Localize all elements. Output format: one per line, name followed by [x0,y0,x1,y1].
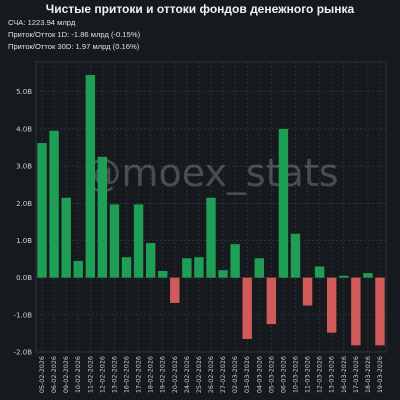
x-tick-label: 04-03-2026 [255,356,263,393]
bar-inflow [97,156,108,278]
x-tick-label: 16-02-2026 [123,356,131,393]
bar-outflow [170,277,180,303]
bar-inflow [339,275,349,278]
bar-inflow [37,143,47,278]
watermark: @moex_stats [83,151,338,195]
bar-inflow [145,243,156,278]
x-tick-label: 17-03-2026 [352,356,360,393]
bar-inflow [85,75,96,278]
x-tick-label: 18-02-2026 [147,356,155,393]
bar-inflow [158,270,168,278]
y-tick-label: -2.0B [14,349,33,357]
x-tick-label: 25-02-2026 [195,356,203,393]
y-tick-label: 2.0B [16,200,32,208]
x-tick-label: 19-02-2026 [159,356,167,393]
bar-outflow [375,277,385,346]
bar-inflow [133,204,144,278]
bar-inflow [73,260,83,278]
x-tick-label: 13-03-2026 [328,356,336,393]
x-tick-label: 12-02-2026 [98,356,106,393]
bar-inflow [218,270,228,278]
y-tick-label: 0.0B [16,274,32,282]
bar-inflow [121,257,132,278]
bar-inflow [206,197,216,278]
x-tick-label: 06-03-2026 [279,356,287,393]
x-tick-label: 16-03-2026 [340,356,348,393]
bar-inflow [230,244,240,278]
y-tick-label: 4.0B [16,125,32,133]
x-tick-label: 09-02-2026 [62,356,70,393]
y-tick-label: 5.0B [16,88,32,96]
bar-inflow [109,204,120,278]
bar-outflow [242,277,252,339]
x-tick-label: 05-02-2026 [38,356,46,393]
x-tick-label: 24-02-2026 [183,356,191,393]
y-tick-label: 1.0B [16,237,32,245]
bar-outflow [302,277,313,306]
bar-inflow [254,258,264,278]
bar-outflow [266,277,277,325]
info-line-1d: Приток/Отток 1D: -1.86 млрд (-0.15%) [8,30,141,39]
x-tick-label: 10-02-2026 [74,356,82,393]
bar-inflow [290,233,301,278]
x-tick-label: 03-03-2026 [243,356,251,393]
x-tick-label: 02-03-2026 [231,356,239,393]
info-line-nav: СЧА: 1223.94 млрд [8,18,76,27]
x-tick-label: 17-02-2026 [135,356,143,393]
x-tick-label: 10-03-2026 [291,356,299,393]
x-tick-label: 11-03-2026 [304,356,312,393]
bar-outflow [351,277,361,346]
x-tick-label: 27-02-2026 [219,356,227,393]
bar-inflow [194,257,204,278]
x-tick-label: 20-02-2026 [171,356,179,393]
chart-title: Чистые притоки и оттоки фондов денежного… [45,2,355,16]
x-tick-label: 13-02-2026 [110,356,118,393]
x-tick-label: 26-02-2026 [207,356,215,393]
y-tick-label: -1.0B [14,311,33,319]
bar-outflow [326,277,337,333]
bar-inflow [278,128,289,278]
bar-inflow [314,266,325,278]
x-tick-label: 12-03-2026 [316,356,324,393]
x-tick-label: 05-03-2026 [267,356,275,393]
x-tick-label: 18-03-2026 [364,356,372,393]
bar-inflow [61,197,71,278]
info-line-30d: Приток/Отток 30D: 1.97 млрд (0.16%) [8,42,140,51]
x-tick-label: 19-03-2026 [376,356,384,393]
bar-inflow [49,130,59,278]
bar-inflow [363,273,373,278]
y-tick-label: 3.0B [16,163,32,171]
x-tick-label: 11-02-2026 [86,356,94,393]
bar-inflow [182,258,192,278]
x-tick-label: 06-02-2026 [50,356,58,393]
